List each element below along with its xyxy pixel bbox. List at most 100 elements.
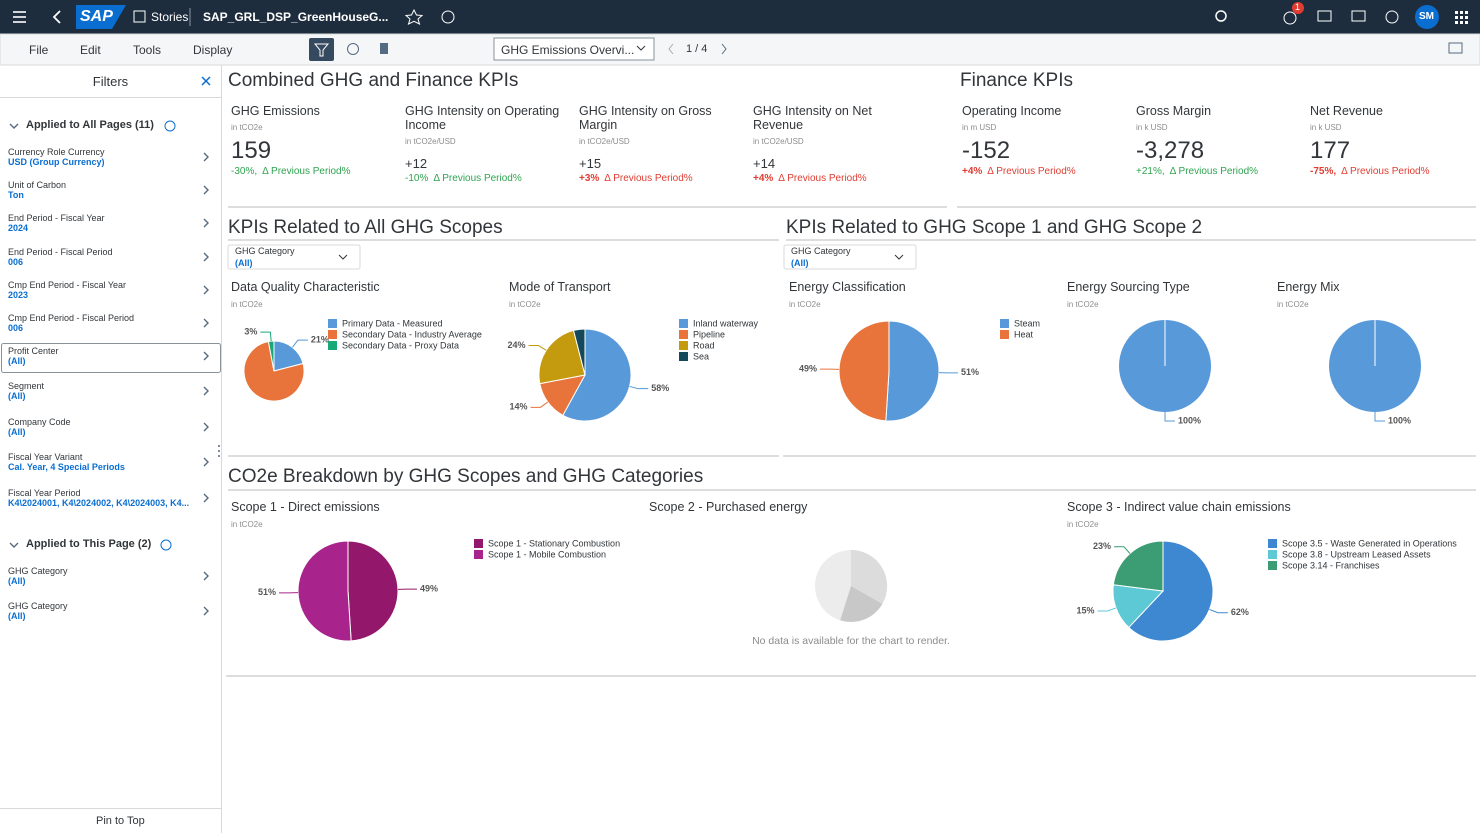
data-label: 21% (311, 335, 329, 345)
filter-dropdown-label[interactable]: GHG Category (791, 246, 851, 256)
filter-group-title[interactable]: Applied to All Pages (11) (26, 119, 154, 131)
next-page[interactable] (721, 43, 727, 55)
filter-value[interactable]: (All) (8, 427, 26, 437)
close-filters[interactable] (201, 76, 211, 86)
kpi-delta-row: +3% Δ Previous Period% (579, 173, 744, 184)
legend-swatch (1268, 550, 1277, 559)
back-icon[interactable] (52, 10, 61, 24)
leader-line (291, 339, 308, 348)
page-select-text[interactable]: GHG Emissions Overvi... (501, 43, 635, 57)
filter-value[interactable]: (All) (8, 356, 26, 366)
bell-icon[interactable] (1283, 11, 1297, 25)
filter-label[interactable]: Segment (8, 381, 45, 391)
filter-label[interactable]: Cmp End Period - Fiscal Period (8, 313, 135, 323)
bookmark-icon[interactable] (380, 43, 388, 54)
kpi-delta: -75%, (1310, 166, 1337, 177)
legend-swatch (328, 330, 337, 339)
filter-label[interactable]: GHG Category (8, 566, 68, 576)
kpi-value: +15 (579, 156, 602, 171)
leader-line (260, 331, 272, 342)
info-icon (164, 120, 176, 132)
close-icon[interactable] (441, 10, 455, 24)
filter-label[interactable]: Company Code (8, 417, 71, 427)
menu[interactable]: File (29, 43, 49, 57)
kpi-title: Operating Income (962, 104, 1062, 118)
filter-label[interactable]: End Period - Fiscal Year (8, 213, 105, 223)
filter-group-title[interactable]: Applied to This Page (2) (26, 538, 152, 550)
filter-label[interactable]: Cmp End Period - Fiscal Year (8, 280, 127, 290)
data-label: 24% (508, 340, 526, 350)
kpi-value: +12 (405, 156, 428, 171)
page-select[interactable] (493, 37, 655, 61)
filter-value[interactable]: (All) (8, 391, 26, 401)
filter-value[interactable]: K4\2024001, K4\2024002, K4\2024003, K4..… (8, 498, 190, 508)
kpi-unit: in k USD (1136, 123, 1168, 132)
filter-value[interactable]: 006 (8, 257, 24, 267)
pie-slice (885, 320, 940, 422)
filter-dropdown-value[interactable]: (All) (791, 258, 809, 268)
chevron (203, 218, 209, 228)
filter-label[interactable]: Fiscal Year Period (8, 488, 81, 498)
feedback-icon[interactable] (1351, 10, 1366, 22)
filter-label[interactable]: Unit of Carbon (8, 180, 67, 190)
data-label: 23% (1093, 541, 1111, 551)
app-name[interactable]: Stories (151, 10, 189, 24)
kpi-value: +14 (753, 156, 776, 171)
filter-value[interactable]: 2024 (8, 223, 29, 233)
chevron (636, 45, 646, 51)
refresh-icon[interactable] (347, 43, 359, 55)
filter-dropdown-label[interactable]: GHG Category (235, 246, 295, 256)
filter-value[interactable]: Ton (8, 190, 24, 200)
chart-unit: in tCO2e (231, 300, 263, 309)
apps-icon[interactable] (1455, 11, 1468, 24)
chart-title: Data Quality Characteristic (231, 280, 380, 294)
filter-value[interactable]: 2023 (8, 290, 29, 300)
menu[interactable]: Tools (133, 43, 162, 57)
help-icon[interactable] (1385, 10, 1399, 24)
prev-page[interactable] (668, 43, 674, 55)
legend-label: Road (693, 340, 715, 350)
filter-value[interactable]: (All) (8, 611, 26, 621)
kpi-tile: GHG Intensity on Gross Margin in tCO2e/US… (579, 104, 744, 184)
kpi-delta-label: Δ Previous Period% (1169, 166, 1259, 177)
story-title[interactable]: SAP_GRL_DSP_GreenHouseG... (203, 10, 389, 24)
legend-label: Scope 1 - Stationary Combustion (488, 538, 620, 548)
no-data-message: No data is available for the chart to re… (752, 635, 950, 647)
chevron (894, 254, 904, 260)
pie-slice (572, 328, 586, 376)
kpi-value: 177 (1310, 137, 1351, 164)
menu-icon[interactable] (13, 11, 26, 23)
legend-swatch (679, 330, 688, 339)
chart-title: Energy Sourcing Type (1067, 280, 1190, 294)
collapse-icon (9, 542, 19, 548)
search-icon[interactable] (1215, 10, 1227, 22)
kpi-delta-row: +21%, Δ Previous Period% (1136, 166, 1301, 177)
favorite-icon[interactable] (404, 8, 424, 25)
filter-label[interactable]: Fiscal Year Variant (8, 452, 83, 462)
pie-slice (347, 540, 399, 642)
present-icon[interactable] (1448, 42, 1463, 54)
kpi-delta: +3% (579, 173, 600, 184)
kpi-delta: +4% (753, 173, 774, 184)
filter-label[interactable]: Profit Center (8, 346, 59, 356)
resize-handle[interactable] (218, 445, 220, 457)
filter-label[interactable]: Currency Role Currency (8, 147, 105, 157)
filter-label[interactable]: GHG Category (8, 601, 68, 611)
filter-value[interactable]: 006 (8, 323, 24, 333)
data-label: 14% (509, 402, 527, 412)
filter-value[interactable]: Cal. Year, 4 Special Periods (8, 462, 125, 472)
kpi-tile: GHG Intensity on Operating Income in tCO2… (405, 104, 570, 184)
chat-icon[interactable] (1317, 10, 1332, 22)
filter-label[interactable]: End Period - Fiscal Period (8, 247, 113, 257)
filter-icon (313, 43, 330, 57)
filter-value[interactable]: USD (Group Currency) (8, 157, 105, 167)
filter-value[interactable]: (All) (8, 576, 26, 586)
filter-dropdown-value[interactable]: (All) (235, 258, 253, 268)
filter-button[interactable] (309, 38, 334, 61)
menu[interactable]: Display (193, 43, 233, 57)
menu[interactable]: Edit (80, 43, 101, 57)
avatar-initials[interactable]: SM (1419, 11, 1434, 22)
avatar[interactable] (1415, 5, 1439, 29)
legend-swatch (328, 341, 337, 350)
pin-button[interactable]: Pin to Top (96, 815, 145, 827)
